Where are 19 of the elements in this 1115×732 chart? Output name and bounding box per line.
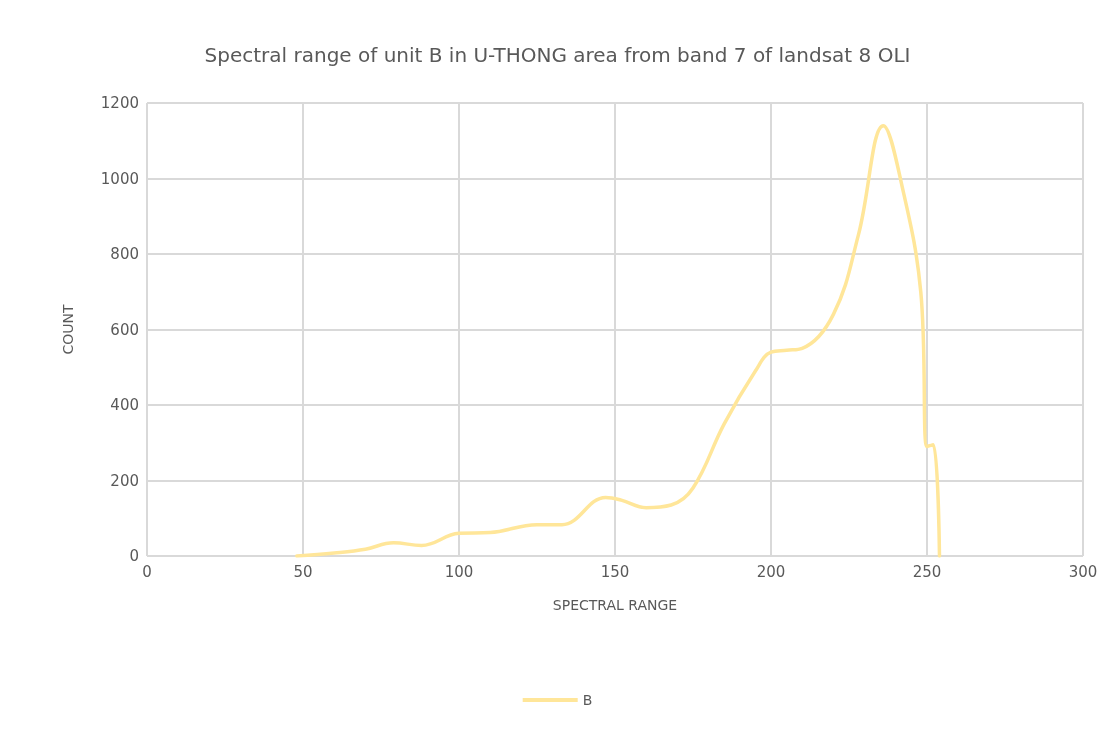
x-tick-label: 50 bbox=[293, 562, 313, 581]
y-tick-label: 1200 bbox=[100, 94, 139, 112]
x-tick-label: 100 bbox=[444, 562, 474, 581]
y-tick-label: 200 bbox=[110, 471, 139, 490]
x-axis-title: SPECTRAL RANGE bbox=[552, 597, 678, 613]
x-tick-label: 300 bbox=[1068, 562, 1098, 581]
y-tick-label: 0 bbox=[129, 547, 139, 565]
y-tick-label: 600 bbox=[110, 320, 139, 339]
y-tick-label: 1000 bbox=[100, 169, 139, 188]
line-series bbox=[295, 123, 942, 558]
y-tick-label: 400 bbox=[110, 396, 139, 414]
chart-title: Spectral range of unit B in U-THONG area from band 7 of landsat 8 OLI bbox=[204, 43, 911, 67]
y-axis-title: COUNT bbox=[60, 304, 76, 355]
x-tick-label: 150 bbox=[600, 562, 630, 581]
x-tick-label: 0 bbox=[142, 562, 152, 581]
x-tick-label: 200 bbox=[756, 562, 786, 581]
x-tick-label: 250 bbox=[912, 562, 942, 581]
y-tick-label: 800 bbox=[110, 245, 139, 263]
legend-label: B bbox=[582, 692, 593, 708]
